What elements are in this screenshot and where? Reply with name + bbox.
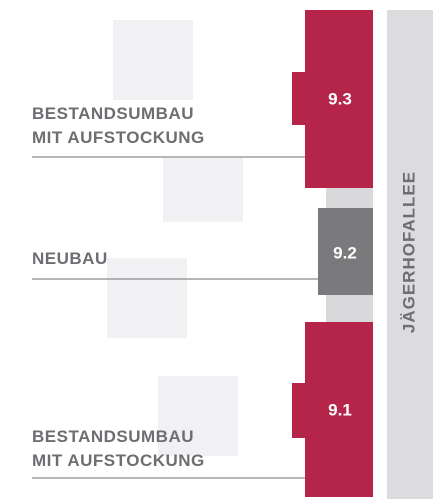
building-id: 9.2 bbox=[333, 243, 357, 262]
square bbox=[107, 258, 187, 338]
building bbox=[292, 322, 373, 497]
label: MIT AUFSTOCKUNG bbox=[32, 128, 205, 147]
label: BESTANDSUMBAU bbox=[32, 427, 194, 446]
square bbox=[158, 376, 238, 456]
background-squares bbox=[107, 20, 243, 456]
label: NEUBAU bbox=[32, 249, 108, 268]
square bbox=[163, 158, 243, 222]
building bbox=[318, 208, 373, 295]
label: BESTANDSUMBAU bbox=[32, 104, 194, 123]
building bbox=[292, 10, 373, 188]
building-id: 9.3 bbox=[328, 89, 352, 108]
building-id: 9.1 bbox=[328, 400, 352, 419]
label: MIT AUFSTOCKUNG bbox=[32, 451, 205, 470]
street-strip bbox=[387, 10, 433, 499]
street-name: JÄGERHOFALLEE bbox=[399, 171, 418, 333]
square bbox=[113, 20, 193, 100]
